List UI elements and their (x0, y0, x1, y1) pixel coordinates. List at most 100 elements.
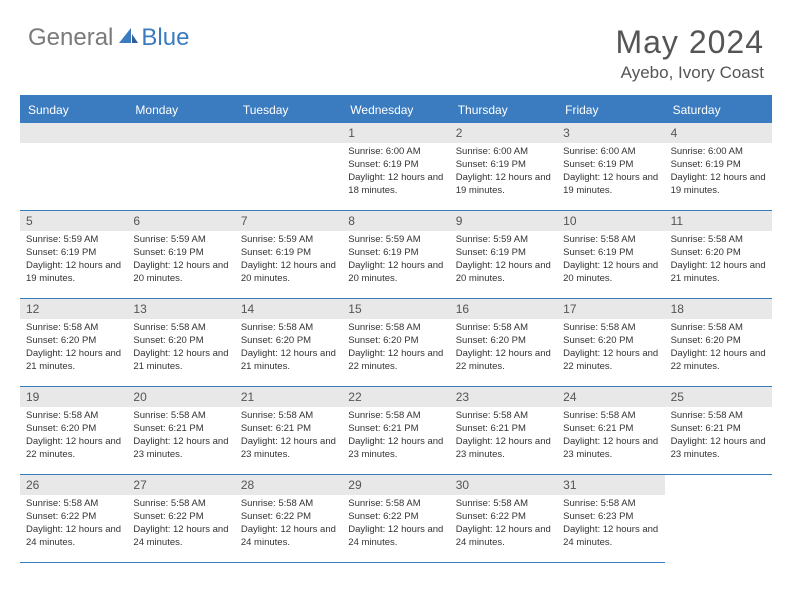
day-cell: 5Sunrise: 5:59 AMSunset: 6:19 PMDaylight… (20, 211, 127, 299)
daylight-line: Daylight: 12 hours and 20 minutes. (348, 260, 443, 286)
day-number: 10 (557, 211, 664, 231)
sunset-line: Sunset: 6:20 PM (26, 335, 121, 348)
weekday-header: Tuesday (235, 97, 342, 123)
day-info: Sunrise: 5:58 AMSunset: 6:23 PMDaylight:… (557, 495, 664, 553)
daylight-line: Daylight: 12 hours and 20 minutes. (133, 260, 228, 286)
day-number: 14 (235, 299, 342, 319)
daylight-line: Daylight: 12 hours and 20 minutes. (563, 260, 658, 286)
day-cell: 21Sunrise: 5:58 AMSunset: 6:21 PMDayligh… (235, 387, 342, 475)
header: General Blue May 2024 Ayebo, Ivory Coast (0, 0, 792, 95)
daylight-line: Daylight: 12 hours and 21 minutes. (133, 348, 228, 374)
sunrise-line: Sunrise: 5:58 AM (26, 410, 121, 423)
day-info: Sunrise: 5:58 AMSunset: 6:20 PMDaylight:… (450, 319, 557, 377)
empty-daynum (127, 123, 234, 143)
day-info: Sunrise: 5:59 AMSunset: 6:19 PMDaylight:… (235, 231, 342, 289)
sunset-line: Sunset: 6:20 PM (563, 335, 658, 348)
day-info: Sunrise: 5:58 AMSunset: 6:20 PMDaylight:… (665, 319, 772, 377)
day-info: Sunrise: 6:00 AMSunset: 6:19 PMDaylight:… (342, 143, 449, 201)
sunrise-line: Sunrise: 5:59 AM (26, 234, 121, 247)
sunrise-line: Sunrise: 5:58 AM (563, 498, 658, 511)
day-cell: 9Sunrise: 5:59 AMSunset: 6:19 PMDaylight… (450, 211, 557, 299)
day-number: 27 (127, 475, 234, 495)
sunrise-line: Sunrise: 5:59 AM (133, 234, 228, 247)
daylight-line: Daylight: 12 hours and 22 minutes. (26, 436, 121, 462)
daylight-line: Daylight: 12 hours and 23 minutes. (133, 436, 228, 462)
empty-cell (235, 123, 342, 211)
sunset-line: Sunset: 6:19 PM (241, 247, 336, 260)
day-info: Sunrise: 5:58 AMSunset: 6:21 PMDaylight:… (235, 407, 342, 465)
day-info: Sunrise: 5:58 AMSunset: 6:20 PMDaylight:… (665, 231, 772, 289)
day-cell: 14Sunrise: 5:58 AMSunset: 6:20 PMDayligh… (235, 299, 342, 387)
daylight-line: Daylight: 12 hours and 19 minutes. (26, 260, 121, 286)
day-number: 19 (20, 387, 127, 407)
daylight-line: Daylight: 12 hours and 21 minutes. (671, 260, 766, 286)
day-number: 11 (665, 211, 772, 231)
day-cell: 29Sunrise: 5:58 AMSunset: 6:22 PMDayligh… (342, 475, 449, 563)
day-info: Sunrise: 5:58 AMSunset: 6:21 PMDaylight:… (557, 407, 664, 465)
empty-daynum (235, 123, 342, 143)
empty-cell (127, 123, 234, 211)
day-number: 15 (342, 299, 449, 319)
day-number: 6 (127, 211, 234, 231)
sunrise-line: Sunrise: 5:58 AM (671, 410, 766, 423)
sunrise-line: Sunrise: 5:59 AM (241, 234, 336, 247)
sunset-line: Sunset: 6:19 PM (563, 159, 658, 172)
daylight-line: Daylight: 12 hours and 23 minutes. (671, 436, 766, 462)
empty-cell (20, 123, 127, 211)
sunrise-line: Sunrise: 5:58 AM (26, 498, 121, 511)
month-title: May 2024 (615, 24, 764, 61)
day-cell: 18Sunrise: 5:58 AMSunset: 6:20 PMDayligh… (665, 299, 772, 387)
day-info: Sunrise: 5:58 AMSunset: 6:21 PMDaylight:… (665, 407, 772, 465)
sunset-line: Sunset: 6:20 PM (348, 335, 443, 348)
daylight-line: Daylight: 12 hours and 21 minutes. (26, 348, 121, 374)
day-number: 8 (342, 211, 449, 231)
sunset-line: Sunset: 6:19 PM (348, 247, 443, 260)
sunrise-line: Sunrise: 5:58 AM (241, 410, 336, 423)
day-number: 3 (557, 123, 664, 143)
weekday-header: Monday (127, 97, 234, 123)
day-info: Sunrise: 6:00 AMSunset: 6:19 PMDaylight:… (557, 143, 664, 201)
day-number: 20 (127, 387, 234, 407)
day-number: 12 (20, 299, 127, 319)
sunrise-line: Sunrise: 6:00 AM (456, 146, 551, 159)
day-info: Sunrise: 5:58 AMSunset: 6:22 PMDaylight:… (20, 495, 127, 553)
day-info: Sunrise: 6:00 AMSunset: 6:19 PMDaylight:… (665, 143, 772, 201)
logo: General Blue (28, 24, 189, 52)
day-info: Sunrise: 5:58 AMSunset: 6:20 PMDaylight:… (342, 319, 449, 377)
day-info: Sunrise: 5:58 AMSunset: 6:21 PMDaylight:… (127, 407, 234, 465)
day-info: Sunrise: 5:59 AMSunset: 6:19 PMDaylight:… (127, 231, 234, 289)
sunrise-line: Sunrise: 5:58 AM (348, 498, 443, 511)
daylight-line: Daylight: 12 hours and 22 minutes. (348, 348, 443, 374)
daylight-line: Daylight: 12 hours and 24 minutes. (348, 524, 443, 550)
sunset-line: Sunset: 6:19 PM (133, 247, 228, 260)
day-number: 7 (235, 211, 342, 231)
daylight-line: Daylight: 12 hours and 18 minutes. (348, 172, 443, 198)
sunrise-line: Sunrise: 5:59 AM (456, 234, 551, 247)
sunset-line: Sunset: 6:20 PM (456, 335, 551, 348)
daylight-line: Daylight: 12 hours and 24 minutes. (563, 524, 658, 550)
sunrise-line: Sunrise: 5:58 AM (671, 234, 766, 247)
day-cell: 24Sunrise: 5:58 AMSunset: 6:21 PMDayligh… (557, 387, 664, 475)
sunrise-line: Sunrise: 5:58 AM (241, 322, 336, 335)
day-cell: 20Sunrise: 5:58 AMSunset: 6:21 PMDayligh… (127, 387, 234, 475)
daylight-line: Daylight: 12 hours and 22 minutes. (671, 348, 766, 374)
sunrise-line: Sunrise: 5:58 AM (348, 322, 443, 335)
location: Ayebo, Ivory Coast (615, 63, 764, 83)
daylight-line: Daylight: 12 hours and 24 minutes. (456, 524, 551, 550)
sunset-line: Sunset: 6:21 PM (133, 423, 228, 436)
sunrise-line: Sunrise: 5:59 AM (348, 234, 443, 247)
sunrise-line: Sunrise: 5:58 AM (456, 498, 551, 511)
daylight-line: Daylight: 12 hours and 23 minutes. (241, 436, 336, 462)
day-info: Sunrise: 5:58 AMSunset: 6:20 PMDaylight:… (127, 319, 234, 377)
day-cell: 23Sunrise: 5:58 AMSunset: 6:21 PMDayligh… (450, 387, 557, 475)
daylight-line: Daylight: 12 hours and 23 minutes. (348, 436, 443, 462)
sunrise-line: Sunrise: 5:58 AM (671, 322, 766, 335)
sunrise-line: Sunrise: 6:00 AM (348, 146, 443, 159)
daylight-line: Daylight: 12 hours and 19 minutes. (563, 172, 658, 198)
sunrise-line: Sunrise: 5:58 AM (563, 234, 658, 247)
daylight-line: Daylight: 12 hours and 23 minutes. (456, 436, 551, 462)
sunset-line: Sunset: 6:19 PM (456, 247, 551, 260)
day-info: Sunrise: 5:58 AMSunset: 6:22 PMDaylight:… (450, 495, 557, 553)
day-number: 13 (127, 299, 234, 319)
sunrise-line: Sunrise: 5:58 AM (348, 410, 443, 423)
